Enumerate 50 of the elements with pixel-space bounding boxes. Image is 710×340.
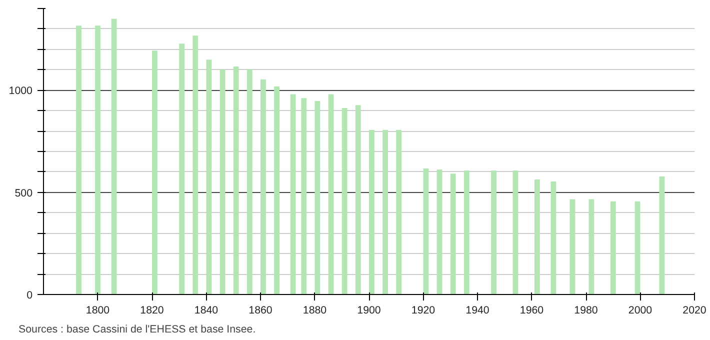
- bar: [290, 94, 296, 294]
- y-tick-label: 1000: [8, 85, 33, 98]
- bar: [464, 170, 470, 294]
- x-tick-label: 1960: [520, 304, 544, 316]
- x-tick-label: 1860: [248, 304, 272, 316]
- bar: [274, 86, 280, 294]
- y-tick-label: 0: [26, 290, 33, 302]
- bar: [382, 130, 388, 294]
- bar: [342, 108, 348, 294]
- bar: [179, 44, 185, 294]
- x-tick-label: 2000: [628, 304, 652, 316]
- bar: [550, 182, 556, 294]
- x-tick-label: 1980: [574, 304, 598, 316]
- bar: [95, 26, 100, 294]
- bar: [328, 94, 334, 294]
- bar: [111, 18, 117, 294]
- bar: [512, 170, 518, 294]
- bar: [634, 201, 640, 294]
- x-tick-label: 2020: [682, 304, 706, 316]
- x-tick-label: 1940: [466, 304, 490, 316]
- bar: [192, 36, 198, 294]
- x-tick-label: 1840: [194, 304, 218, 316]
- bar: [659, 176, 665, 294]
- bar: [220, 69, 226, 294]
- bar: [534, 179, 540, 294]
- x-tick-label: 1800: [86, 304, 110, 316]
- bar: [491, 170, 496, 294]
- x-tick-label: 1880: [302, 304, 327, 316]
- x-tick-label: 1820: [140, 304, 164, 316]
- bar: [396, 130, 402, 294]
- bar: [570, 199, 576, 294]
- bar: [260, 79, 266, 294]
- bar: [450, 174, 456, 294]
- bar: [436, 169, 442, 294]
- source-note: Sources : base Cassini de l'EHESS et base Insee.: [18, 324, 256, 336]
- y-tick-label: 500: [14, 187, 33, 200]
- bar: [355, 105, 361, 294]
- bar: [206, 60, 212, 294]
- bar: [314, 101, 320, 294]
- x-tick-label: 1900: [357, 304, 381, 316]
- x-tick-label: 1920: [411, 304, 436, 316]
- bar: [610, 201, 616, 294]
- bar: [233, 66, 239, 294]
- bar: [301, 98, 307, 294]
- bar: [152, 50, 158, 294]
- bar: [369, 130, 374, 294]
- bar: [588, 199, 594, 294]
- bar: [246, 69, 252, 294]
- bar: [423, 168, 429, 294]
- bar: [76, 26, 82, 294]
